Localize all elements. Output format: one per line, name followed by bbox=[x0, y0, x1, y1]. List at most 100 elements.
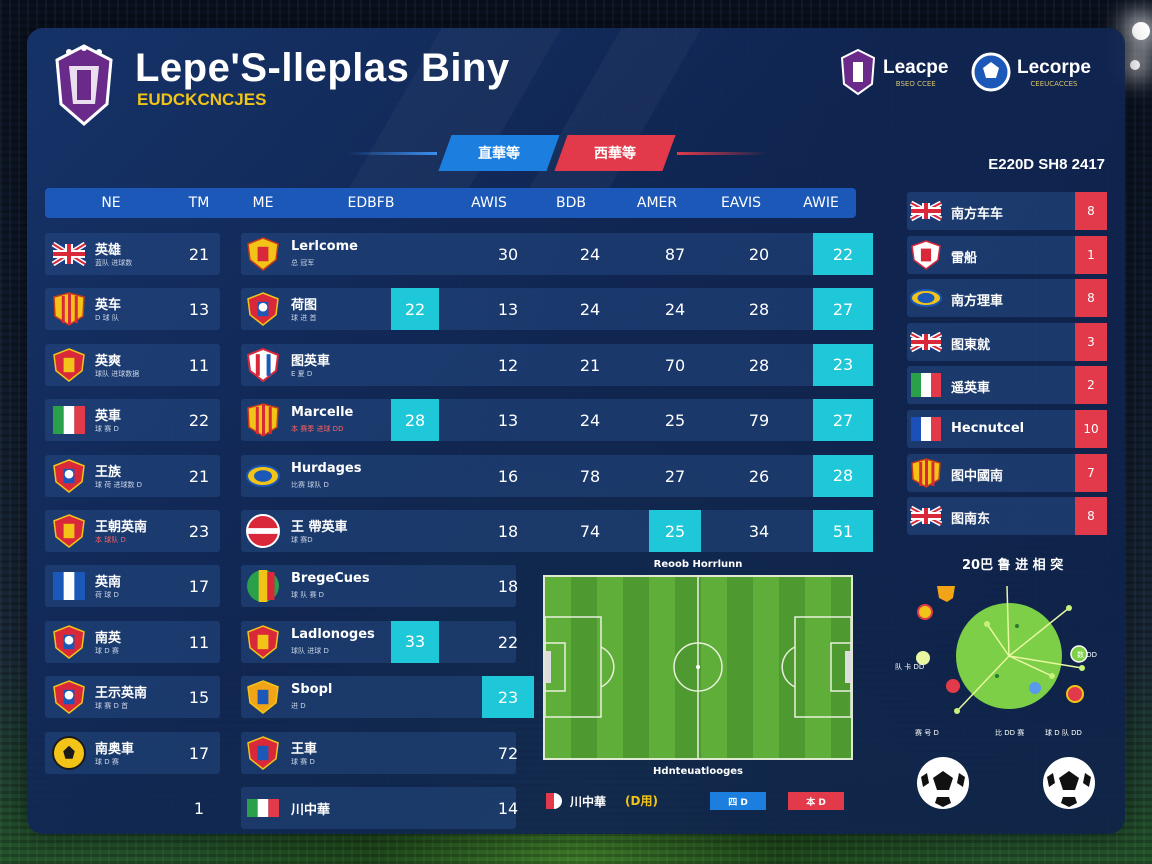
ball-crest-icon bbox=[971, 52, 1011, 92]
col-header[interactable]: AWIS bbox=[471, 195, 507, 211]
italy-flag-icon bbox=[909, 369, 943, 401]
highlight-cell[interactable]: 28 bbox=[391, 399, 439, 442]
uk-round-flag-icon bbox=[909, 326, 943, 358]
pitch-top-label: Reoob Horrlunn bbox=[653, 559, 743, 570]
table-row[interactable]: Ladlonoges 球队 进球 D bbox=[241, 620, 516, 663]
table-row[interactable]: Lerlcome 总 冠军 bbox=[241, 233, 856, 275]
team-row-left[interactable]: 英爽 球队 进球数据 11 bbox=[45, 343, 220, 386]
col-header[interactable]: BDB bbox=[556, 195, 586, 211]
highlight-cell[interactable]: 22 bbox=[813, 233, 873, 275]
side-list-item[interactable]: Hecnutcel 10 bbox=[907, 410, 1107, 448]
team-name: 英車 bbox=[95, 409, 122, 425]
yellow-red-stripes-flag-icon bbox=[909, 457, 943, 489]
side-list-item[interactable]: 南方车车 8 bbox=[907, 192, 1107, 230]
side-list-item[interactable]: 南方理車 8 bbox=[907, 279, 1107, 318]
stat-value: 24 bbox=[579, 300, 601, 320]
highlight-cell[interactable]: 51 bbox=[813, 510, 873, 552]
side-list-item[interactable]: 图東就 3 bbox=[907, 322, 1107, 361]
col-header[interactable]: EAVIS bbox=[720, 195, 762, 211]
side-item-badge: 8 bbox=[1075, 192, 1107, 230]
side-item-name: 遥英車 bbox=[951, 381, 991, 397]
table-row[interactable]: 王 帶英車球 赛D bbox=[241, 510, 856, 552]
team-name: 英南 bbox=[95, 575, 122, 591]
highlight-cell[interactable]: 28 bbox=[813, 454, 873, 497]
side-item-name: 南方车车 bbox=[951, 207, 1004, 222]
stat-value: 28 bbox=[748, 355, 770, 375]
floodlight bbox=[1132, 22, 1150, 40]
table-row[interactable]: 川中華 bbox=[241, 787, 516, 829]
highlight-cell[interactable]: 22 bbox=[391, 288, 439, 331]
blue-red-crest-icon bbox=[245, 291, 281, 327]
team-row-left[interactable]: 英雄 蓝队 进球数 21 bbox=[45, 233, 220, 275]
club-name: 川中華 bbox=[291, 803, 331, 818]
team-name: 王示英南 bbox=[95, 686, 148, 702]
pitch-lines bbox=[545, 577, 851, 758]
table-row[interactable]: Sbopl 进 D bbox=[241, 676, 516, 719]
tab-home[interactable]: 直華等 bbox=[438, 135, 560, 171]
stat-value: 13 bbox=[497, 300, 519, 320]
football-pitch bbox=[543, 575, 853, 760]
col-header[interactable]: AMER bbox=[636, 195, 678, 211]
tab-bar: 直華等 西華等 bbox=[347, 135, 767, 171]
stat-value: 20 bbox=[748, 245, 770, 264]
col-header[interactable]: TM bbox=[188, 195, 210, 211]
col-header[interactable]: ME bbox=[252, 195, 274, 211]
highlight-cell[interactable]: 23 bbox=[482, 676, 534, 719]
club-sub: 球 进 首 bbox=[291, 314, 317, 323]
team-rank: 11 bbox=[188, 632, 210, 652]
tab-divider bbox=[347, 151, 437, 155]
table-row[interactable]: 王車球 赛 D bbox=[241, 731, 516, 774]
side-list-item[interactable]: 图南东 8 bbox=[907, 497, 1107, 536]
football-icon bbox=[1043, 757, 1095, 809]
side-list-item[interactable]: 图中國南 7 bbox=[907, 453, 1107, 492]
col-header[interactable]: AWIE bbox=[803, 195, 839, 211]
club-name: BregeCues bbox=[291, 571, 370, 587]
table-row[interactable]: 图英車 E 夏 D bbox=[241, 343, 856, 386]
team-row-left[interactable]: 王族球 荷 进球数 D 21 bbox=[45, 454, 220, 497]
legend-label-a: 川中華 bbox=[570, 795, 607, 809]
highlight-cell[interactable]: 25 bbox=[649, 510, 701, 552]
highlight-cell[interactable]: 33 bbox=[391, 620, 439, 663]
stat-value: 28 bbox=[748, 300, 770, 320]
highlight-cell[interactable]: 23 bbox=[813, 343, 873, 386]
team-row-left[interactable]: 英车 D 球 队 13 bbox=[45, 288, 220, 331]
team-sub: 蓝队 进球数 bbox=[95, 259, 133, 267]
blue-red-crest-icon bbox=[51, 679, 87, 715]
legend-flag-icon bbox=[546, 793, 562, 809]
tab-away[interactable]: 西華等 bbox=[554, 135, 676, 171]
side-list-item[interactable]: 遥英車 2 bbox=[907, 366, 1107, 405]
team-row-left[interactable]: 英南荷 球 D 17 bbox=[45, 565, 220, 608]
legend-label-b: (D用) bbox=[625, 794, 658, 808]
table-row[interactable]: Marcelle 本 赛季 进球 DD bbox=[241, 399, 856, 442]
stat-value: 22 bbox=[497, 632, 519, 652]
table-row[interactable]: Hurdages 比赛 球队 D bbox=[241, 454, 856, 497]
highlight-cell[interactable]: 27 bbox=[813, 399, 873, 442]
col-header[interactable]: EDBFB bbox=[347, 195, 395, 211]
yellow-red-stripes-flag-icon bbox=[51, 291, 87, 327]
team-rank: 1 bbox=[193, 799, 205, 818]
league-brand-2[interactable]: Lecorpe CEEUCACCES bbox=[971, 50, 1091, 94]
team-row-left[interactable]: 英車球 赛 D 22 bbox=[45, 399, 220, 442]
team-sub: 球 赛 D 首 bbox=[95, 702, 129, 711]
league-brand-1[interactable]: Leacpe BSEO CCEE bbox=[839, 48, 948, 96]
side-item-badge: 7 bbox=[1075, 453, 1107, 492]
legend-box-blue[interactable]: 四 D bbox=[710, 792, 766, 810]
blue-red-crest-icon bbox=[51, 458, 87, 494]
team-rank: 13 bbox=[188, 300, 210, 320]
orange-stripes-crest-icon bbox=[245, 402, 281, 438]
team-row-left[interactable]: 南奥車球 D 赛 17 bbox=[45, 731, 220, 774]
italy-flag-icon bbox=[245, 795, 281, 831]
legend-box-red[interactable]: 本 D bbox=[788, 792, 844, 810]
team-row-left[interactable]: 王朝英南本 球队 D 23 bbox=[45, 510, 220, 552]
team-name: 英车 bbox=[95, 298, 122, 314]
table-row[interactable]: BregeCues 球 队 赛 D bbox=[241, 565, 516, 608]
team-row-left[interactable]: 王示英南球 赛 D 首 15 bbox=[45, 676, 220, 719]
table-row[interactable]: 荷图球 进 首 bbox=[241, 288, 856, 331]
highlight-cell[interactable]: 27 bbox=[813, 288, 873, 331]
radar-title: 20巴 鲁 进 相 突 bbox=[962, 558, 1064, 573]
green-yellow-red-crest-icon bbox=[245, 568, 281, 604]
side-list-item[interactable]: 雷船 1 bbox=[907, 235, 1107, 274]
team-row-left[interactable]: 南英球 D 赛 11 bbox=[45, 620, 220, 663]
club-sub: 本 赛季 进球 DD bbox=[291, 425, 344, 434]
col-header[interactable]: NE bbox=[101, 195, 121, 211]
